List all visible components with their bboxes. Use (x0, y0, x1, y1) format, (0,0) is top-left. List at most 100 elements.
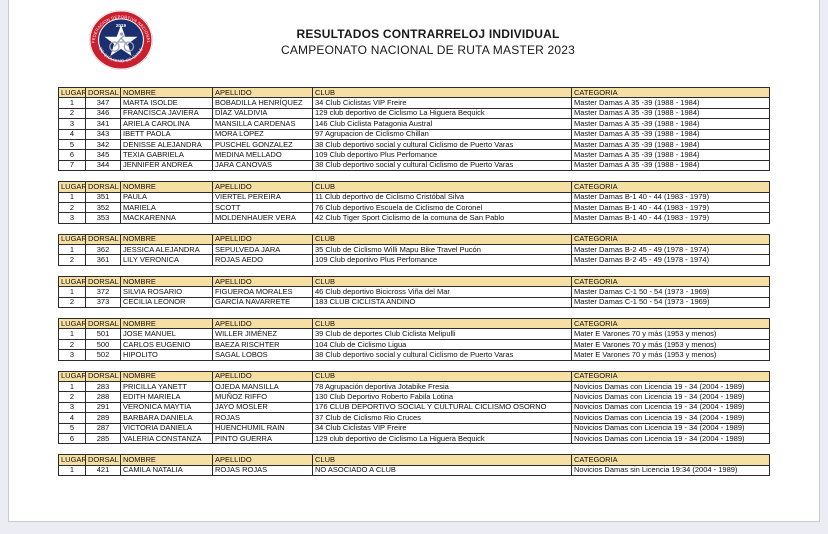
cell-apellido: OJEDA MANSILLA (212, 380, 313, 393)
column-header-dorsal: DORSAL (85, 181, 121, 193)
cell-categoria: Master Damas A 35 -39 (1988 - 1984) (571, 149, 770, 161)
federation-logo: FEDERACION DEPORTIVA NACIONAL DE CICLISM… (88, 9, 154, 71)
column-header-club: CLUB (312, 318, 572, 330)
cell-dorsal: 347 (85, 97, 121, 109)
cyclist-icon (109, 32, 135, 52)
cell-categoria: Master Damas C-1 50 - 54 (1973 - 1969) (571, 286, 770, 298)
cell-nombre: TEXIA GABRIELA (120, 149, 213, 161)
cell-dorsal: 343 (85, 128, 121, 140)
column-header-dorsal: DORSAL (85, 454, 121, 466)
cell-club: 130 Club Deportivo Roberto Fabila Lotina (312, 391, 572, 403)
cell-apellido: SCOTT (212, 201, 313, 214)
cell-nombre: ARIELA CAROLINA (120, 118, 213, 130)
cell-categoria: Master Damas B-1 40 - 44 (1983 - 1979) (571, 212, 770, 224)
cell-categoria: Master Damas A 35 -39 (1988 - 1984) (571, 128, 770, 140)
header-row: LUGAR DORSAL NOMBRE APELLIDO CLUB CATEGORIA (58, 318, 770, 330)
table-row: 3 291 VERONICA MAYTIA JAYO MOSLER 176 CLUB D… (58, 401, 770, 414)
cell-dorsal: 421 (85, 464, 121, 477)
cell-club: NO ASOCIADO A CLUB (312, 464, 572, 477)
cell-nombre: VERONICA MAYTIA (120, 401, 213, 414)
results-table-2: LUGAR DORSAL NOMBRE APELLIDO CLUB CATEGORIA 1 3… (58, 181, 770, 224)
cell-apellido: SEPULVEDA JARA (212, 244, 313, 256)
header-row: LUGAR DORSAL NOMBRE APELLIDO CLUB CATEGORIA (58, 275, 770, 288)
cell-club: 42 Club Tiger Sport Ciclismo de la comun… (312, 212, 572, 224)
cell-apellido: ROJAS (212, 412, 313, 424)
cell-lugar: 3 (58, 401, 86, 414)
cell-apellido: MORA LÓPEZ (212, 128, 313, 140)
cell-categoria: Novicios Damas con Licencia 19 - 34 (200… (571, 432, 770, 445)
cell-dorsal: 502 (85, 349, 121, 361)
column-header-club: CLUB (312, 233, 572, 246)
column-header-apellido: APELLIDO (212, 233, 313, 246)
cell-nombre: VICTORIA DANIELA (120, 422, 213, 434)
cell-club: 104 Club de Ciclismo Ligua (312, 338, 572, 351)
cell-apellido: BOBADILLA HENRÍQUEZ (212, 97, 313, 109)
cell-dorsal: 291 (85, 401, 121, 414)
table-row: 1 372 SILVIA ROSARIO FIGUEROA MORALES 46 Clu… (58, 286, 770, 298)
cell-lugar: 3 (58, 118, 86, 130)
cell-apellido: FIGUEROA MORALES (212, 286, 313, 298)
column-header-lugar: LUGAR (58, 454, 86, 466)
column-header-club: CLUB (312, 275, 572, 288)
cell-apellido: MANSILLA CARDENAS (212, 118, 313, 130)
cell-apellido: WILLER JIMÉNEZ (212, 328, 313, 340)
cell-dorsal: 361 (85, 254, 121, 266)
column-header-nombre: NOMBRE (120, 86, 213, 99)
table-row: 2 346 FRANCISCA JAVIERA DÍAZ VALDIVIA 129 cl… (58, 107, 770, 120)
cell-dorsal: 341 (85, 118, 121, 130)
cell-lugar: 5 (58, 138, 86, 151)
cell-club: 183 CLUB CICLISTA ANDINO (312, 296, 572, 309)
cell-categoria: Novicios Damas sin Licencia 19:34 (2004 … (571, 464, 770, 477)
cell-club: 38 Club deportivo social y cultural Cicl… (312, 138, 572, 151)
results-table-7: LUGAR DORSAL NOMBRE APELLIDO CLUB CATEGORIA 1 4… (58, 454, 770, 477)
cell-nombre: JENNIFER ANDREA (120, 159, 213, 172)
cell-nombre: BARBARA DANIELA (120, 412, 213, 424)
cell-categoria: Master Damas A 35 -39 (1988 - 1984) (571, 97, 770, 109)
cell-nombre: DENISSE ALEJANDRA (120, 138, 213, 151)
cell-lugar: 2 (58, 391, 86, 403)
cell-dorsal: 373 (85, 296, 121, 309)
cell-lugar: 3 (58, 349, 86, 361)
cell-lugar: 6 (58, 432, 86, 445)
cell-categoria: Master Damas A 35 -39 (1988 - 1984) (571, 159, 770, 172)
star-icon (104, 24, 138, 56)
document-title: RESULTADOS CONTRARRELOJ INDIVIDUAL (296, 27, 560, 41)
cell-dorsal: 362 (85, 244, 121, 256)
cell-apellido: JAYO MOSLER (212, 401, 313, 414)
table-row: 1 362 JESSICA ALEJANDRA SEPULVEDA JARA 35 Cl… (58, 244, 770, 256)
cell-categoria: Master Damas C-1 50 - 54 (1973 - 1969) (571, 296, 770, 309)
cell-categoria: Mater E Varones 70 y más (1953 y menos) (571, 349, 770, 361)
cell-apellido: JARA CANOVAS (212, 159, 313, 172)
column-header-categoria: CATEGORIA (571, 233, 770, 246)
table-row: 2 373 CECILIA LEONOR GARCÍA NAVARRETE 183 CL… (58, 296, 770, 309)
table-row: 4 289 BARBARA DANIELA ROJAS 37 Club de Cicli… (58, 412, 770, 424)
cell-lugar: 1 (58, 286, 86, 298)
column-header-apellido: APELLIDO (212, 370, 313, 383)
table-row: 1 421 CAMILA NATALIA ROJAS ROJAS NO ASOCIADO… (58, 464, 770, 477)
cell-apellido: ROJAS AEDO (212, 254, 313, 266)
federation-logo-graphic: FEDERACION DEPORTIVA NACIONAL DE CICLISM… (89, 10, 153, 70)
cell-nombre: SILVIA ROSARIO (120, 286, 213, 298)
cell-club: 146 Club Ciclista Patagonia Austral (312, 118, 572, 130)
column-header-dorsal: DORSAL (85, 318, 121, 330)
cell-nombre: IBETT PAOLA (120, 128, 213, 140)
cell-categoria: Novicios Damas con Licencia 19 - 34 (200… (571, 380, 770, 393)
cell-nombre: HIPOLITO (120, 349, 213, 361)
cell-categoria: Novicios Damas con Licencia 19 - 34 (200… (571, 401, 770, 414)
table-row: 4 343 IBETT PAOLA MORA LÓPEZ 97 Agrupacion d… (58, 128, 770, 140)
column-header-club: CLUB (312, 181, 572, 193)
table-row: 2 288 EDITH MARIELA MUÑOZ RIFFO 130 Club Dep… (58, 391, 770, 403)
cell-club: 39 Club de deportes Club Ciclista Melipu… (312, 328, 572, 340)
column-header-categoria: CATEGORIA (571, 454, 770, 466)
cell-nombre: PRICILLA YANETT (120, 380, 213, 393)
cell-dorsal: 287 (85, 422, 121, 434)
table-row: 3 502 HIPOLITO SAGAL LOBOS 38 Club deportivo… (58, 349, 770, 361)
document-header: RESULTADOS CONTRARRELOJ INDIVIDUAL CAMPE… (9, 27, 819, 57)
column-header-apellido: APELLIDO (212, 86, 313, 99)
header-row: LUGAR DORSAL NOMBRE APELLIDO CLUB CATEGORIA (58, 181, 770, 193)
table-row: 3 341 ARIELA CAROLINA MANSILLA CARDENAS 146 … (58, 118, 770, 130)
column-header-dorsal: DORSAL (85, 233, 121, 246)
document-subtitle: CAMPEONATO NACIONAL DE RUTA MASTER 2023 (280, 43, 576, 57)
cell-dorsal: 289 (85, 412, 121, 424)
results-tables: LUGAR DORSAL NOMBRE APELLIDO CLUB CATEGORIA 1 3… (58, 86, 770, 486)
